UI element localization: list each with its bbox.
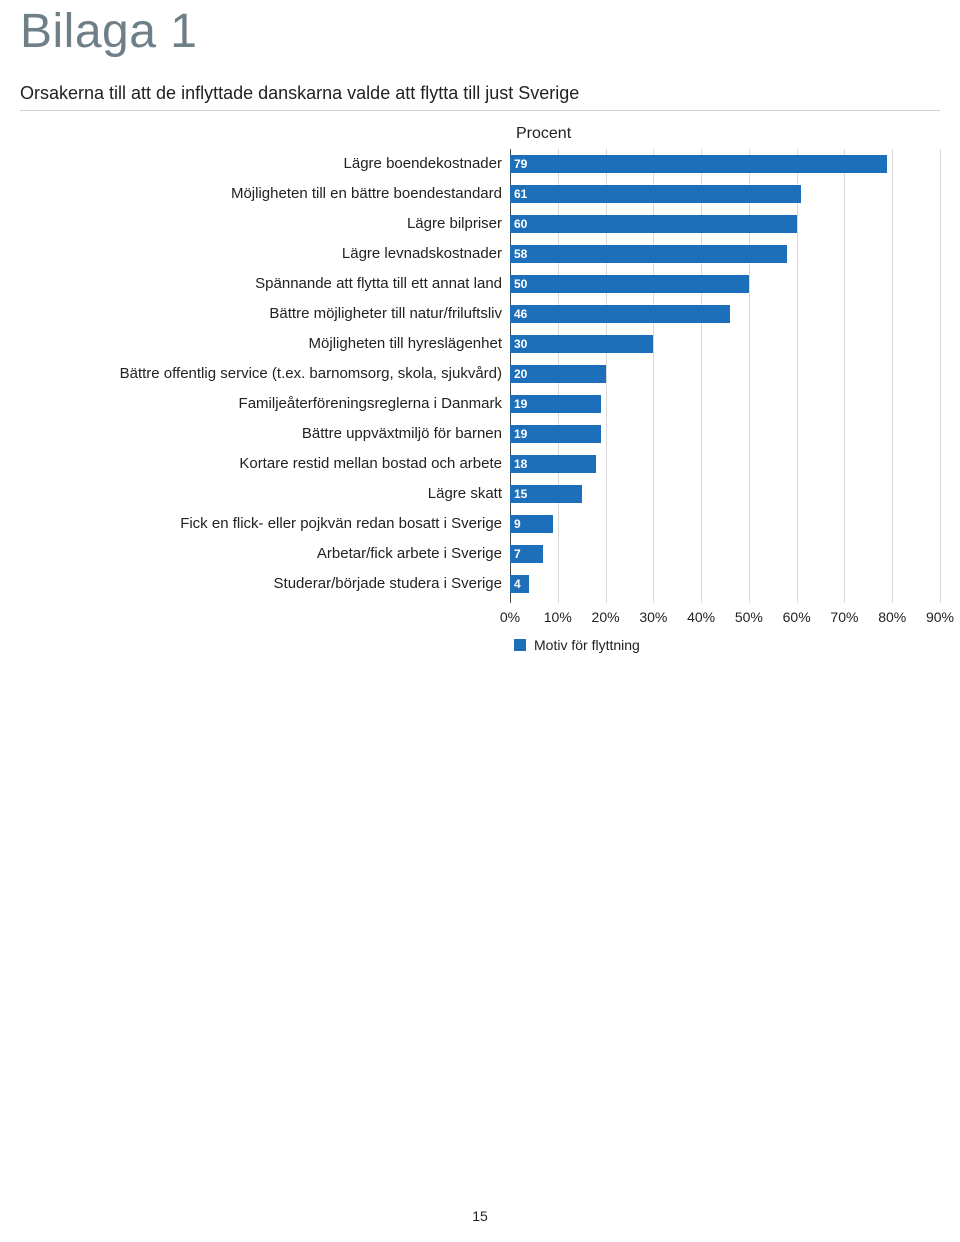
bar-value-label: 46 <box>514 307 527 321</box>
gridline <box>940 149 941 603</box>
category-label: Bättre möjligheter till natur/friluftsli… <box>20 299 510 329</box>
bar-row: 60 <box>510 209 940 239</box>
bar-value-label: 60 <box>514 217 527 231</box>
category-label: Bättre uppväxtmiljö för barnen <box>20 419 510 449</box>
plot-area: 79 61 60 58 50 46 30 20 19 19 18 15 9 7 4 <box>510 149 940 599</box>
spacer <box>20 609 510 629</box>
bar-row: 46 <box>510 299 940 329</box>
legend-item: Motiv för flyttning <box>514 637 640 653</box>
bar-row: 4 <box>510 569 940 599</box>
bar-row: 50 <box>510 269 940 299</box>
bar-row: 79 <box>510 149 940 179</box>
bar-row: 20 <box>510 359 940 389</box>
bar-value-label: 30 <box>514 337 527 351</box>
bar: 61 <box>510 185 801 203</box>
x-tick-label: 30% <box>639 609 667 625</box>
bar-row: 19 <box>510 389 940 419</box>
y-axis-label: Procent <box>516 125 940 143</box>
bars: 79 61 60 58 50 46 30 20 19 19 18 15 9 7 4 <box>510 149 940 599</box>
bar: 15 <box>510 485 582 503</box>
bar-value-label: 58 <box>514 247 527 261</box>
x-tick-label: 80% <box>878 609 906 625</box>
category-label: Lägre levnadskostnader <box>20 239 510 269</box>
x-tick-label: 0% <box>500 609 520 625</box>
category-label: Lägre boendekostnader <box>20 149 510 179</box>
page: Bilaga 1 Orsakerna till att de inflyttad… <box>0 0 960 1242</box>
bar-row: 7 <box>510 539 940 569</box>
category-label: Arbetar/fick arbete i Sverige <box>20 539 510 569</box>
x-axis-ticks: 0%10%20%30%40%50%60%70%80%90% <box>510 609 940 629</box>
bar-value-label: 61 <box>514 187 527 201</box>
category-label: Spännande att flytta till ett annat land <box>20 269 510 299</box>
bar: 19 <box>510 425 601 443</box>
bar: 30 <box>510 335 653 353</box>
legend-swatch-icon <box>514 639 526 651</box>
bar-value-label: 20 <box>514 367 527 381</box>
bar: 60 <box>510 215 797 233</box>
bar: 4 <box>510 575 529 593</box>
page-title: Bilaga 1 <box>20 0 940 59</box>
x-tick-label: 90% <box>926 609 954 625</box>
bar-value-label: 4 <box>514 577 521 591</box>
bar: 19 <box>510 395 601 413</box>
category-label: Bättre offentlig service (t.ex. barnomso… <box>20 359 510 389</box>
bar-row: 58 <box>510 239 940 269</box>
bar: 18 <box>510 455 596 473</box>
category-labels: Lägre boendekostnaderMöjligheten till en… <box>20 149 510 599</box>
bar: 9 <box>510 515 553 533</box>
page-number: 15 <box>0 1208 960 1224</box>
bar: 46 <box>510 305 730 323</box>
category-label: Familjeåterföreningsreglerna i Danmark <box>20 389 510 419</box>
bar-row: 61 <box>510 179 940 209</box>
bar: 79 <box>510 155 887 173</box>
x-tick-label: 50% <box>735 609 763 625</box>
bar-row: 19 <box>510 419 940 449</box>
bar-row: 30 <box>510 329 940 359</box>
chart-title: Orsakerna till att de inflyttade danskar… <box>20 83 940 111</box>
category-label: Lägre skatt <box>20 479 510 509</box>
bar-value-label: 19 <box>514 397 527 411</box>
legend-label: Motiv för flyttning <box>534 637 640 653</box>
bar: 50 <box>510 275 749 293</box>
category-label: Möjligheten till en bättre boendestandar… <box>20 179 510 209</box>
bar-row: 15 <box>510 479 940 509</box>
bar-value-label: 7 <box>514 547 521 561</box>
category-label: Lägre bilpriser <box>20 209 510 239</box>
bar-value-label: 19 <box>514 427 527 441</box>
legend: Motiv för flyttning <box>20 637 940 653</box>
bar: 58 <box>510 245 787 263</box>
category-label: Kortare restid mellan bostad och arbete <box>20 449 510 479</box>
x-tick-label: 60% <box>783 609 811 625</box>
bar-row: 18 <box>510 449 940 479</box>
category-label: Möjligheten till hyreslägenhet <box>20 329 510 359</box>
x-axis: 0%10%20%30%40%50%60%70%80%90% <box>20 609 940 629</box>
bar-chart: Lägre boendekostnaderMöjligheten till en… <box>20 149 940 599</box>
bar-value-label: 15 <box>514 487 527 501</box>
category-label: Fick en flick- eller pojkvän redan bosat… <box>20 509 510 539</box>
bar-value-label: 18 <box>514 457 527 471</box>
bar-value-label: 79 <box>514 157 527 171</box>
x-tick-label: 20% <box>592 609 620 625</box>
bar: 20 <box>510 365 606 383</box>
x-tick-label: 70% <box>830 609 858 625</box>
bar: 7 <box>510 545 543 563</box>
bar-value-label: 9 <box>514 517 521 531</box>
bar-row: 9 <box>510 509 940 539</box>
x-tick-label: 10% <box>544 609 572 625</box>
bar-value-label: 50 <box>514 277 527 291</box>
x-tick-label: 40% <box>687 609 715 625</box>
category-label: Studerar/började studera i Sverige <box>20 569 510 599</box>
